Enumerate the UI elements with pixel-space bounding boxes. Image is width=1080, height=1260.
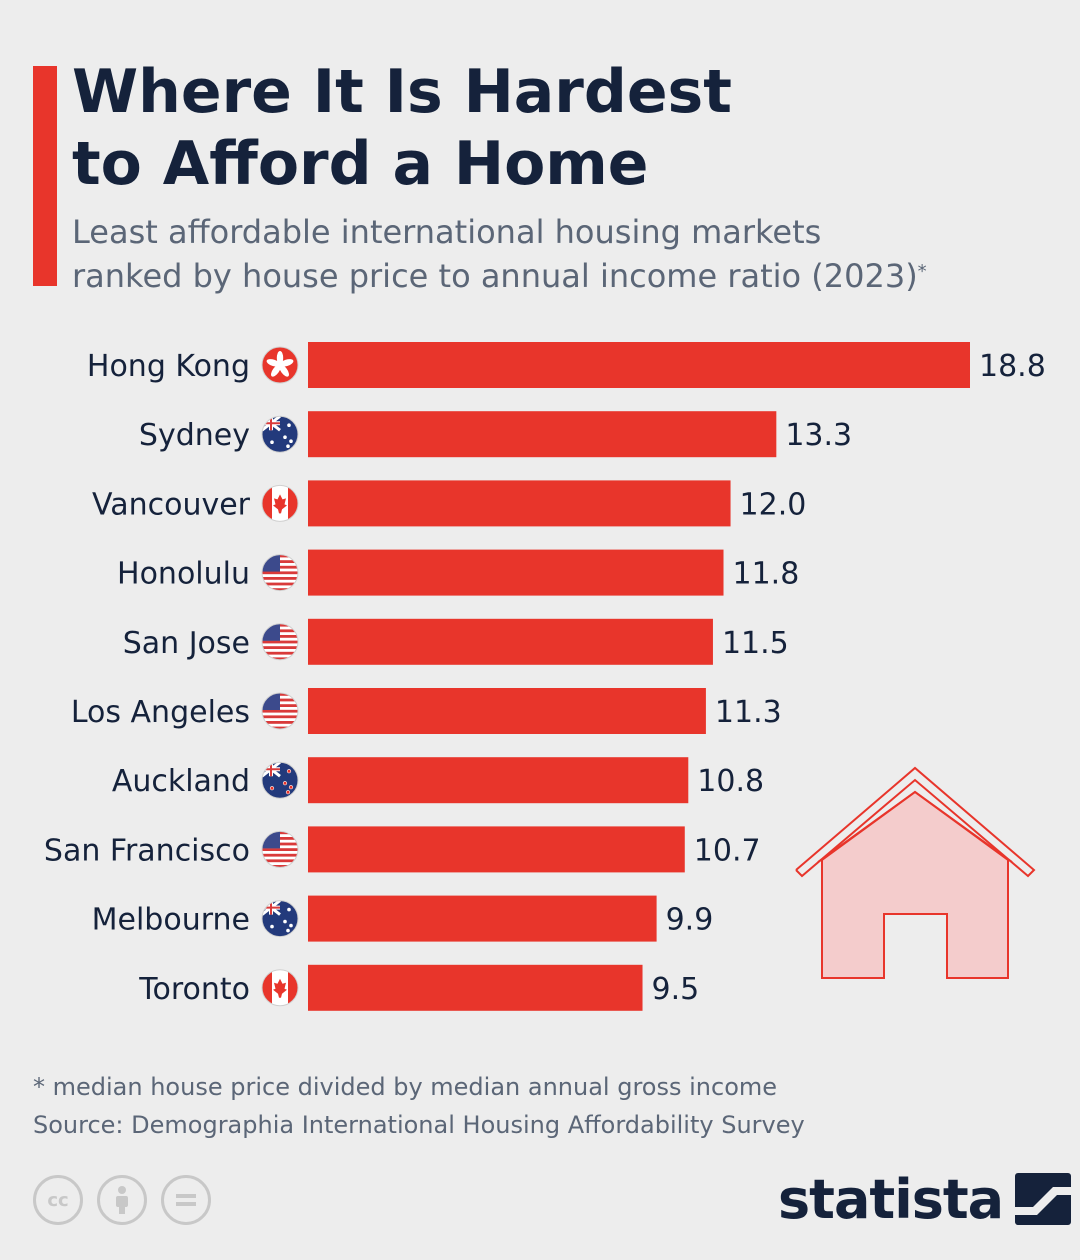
bar-honolulu: [308, 549, 724, 596]
chart-subtitle-line-2: ranked by house price to annual income r…: [72, 254, 1032, 298]
bar-los-angeles: [308, 688, 706, 734]
chart-title-line-1: Where It Is Hardest: [72, 57, 732, 127]
no-derivatives-icon[interactable]: [161, 1175, 211, 1225]
category-label: Los Angeles: [71, 695, 250, 730]
bar-san-francisco: [308, 826, 685, 873]
footnote-note: * median house price divided by median a…: [33, 1073, 778, 1101]
category-label: Melbourne: [92, 903, 250, 938]
category-label: Sydney: [139, 418, 250, 453]
chart-subtitle: Least affordable international housing m…: [72, 210, 1032, 298]
usa-flag-icon: [261, 554, 299, 592]
category-label: San Francisco: [44, 833, 250, 868]
canada-flag-icon: [261, 969, 299, 1007]
statista-logo-icon: [1015, 1173, 1072, 1225]
footnote-block: * median house price divided by median a…: [33, 1068, 805, 1144]
value-label: 12.0: [740, 487, 807, 522]
license-icons: cc: [33, 1175, 211, 1225]
value-label: 10.7: [694, 833, 761, 868]
bar-san-jose: [308, 618, 713, 665]
category-label: Hong Kong: [87, 349, 250, 384]
hong-kong-flag-icon: [261, 346, 299, 384]
value-label: 11.8: [733, 557, 800, 592]
category-label: Vancouver: [92, 487, 251, 522]
chart-subtitle-line-1: Least affordable international housing m…: [72, 213, 822, 251]
australia-flag-icon: [261, 415, 299, 453]
statista-logo[interactable]: statista: [778, 1167, 1072, 1231]
value-label: 9.9: [666, 903, 714, 938]
title-accent-bar: [33, 66, 57, 286]
chart-subtitle-line-2-text: ranked by house price to annual income r…: [72, 257, 918, 295]
bar-melbourne: [308, 895, 657, 942]
bar-toronto: [308, 964, 643, 1011]
category-label: Honolulu: [117, 557, 250, 592]
source-note: Source: Demographia International Housin…: [33, 1111, 805, 1139]
house-illustration: [795, 766, 1036, 979]
cc-icon[interactable]: cc: [33, 1175, 83, 1225]
statista-wordmark: statista: [778, 1167, 1004, 1231]
bars-group: Hong Kong 18.8 Sydney 13.3 Vancouver 12.0 Hono…: [44, 342, 1046, 1011]
chart-title-line-2: to Afford a Home: [72, 129, 649, 199]
bar-sydney: [308, 411, 777, 458]
value-label: 18.8: [979, 349, 1046, 384]
chart-title: Where It Is Hardest to Afford a Home: [72, 56, 932, 200]
usa-flag-icon: [261, 830, 299, 868]
bar-hong-kong: [308, 342, 970, 388]
value-label: 11.5: [722, 626, 789, 661]
category-label: San Jose: [123, 626, 250, 661]
new-zealand-flag-icon: [261, 761, 299, 799]
bar-vancouver: [308, 480, 731, 527]
bar-chart: Hong Kong 18.8 Sydney 13.3 Vancouver 12.0 Hono…: [44, 342, 1046, 1011]
category-label: Auckland: [112, 764, 250, 799]
usa-flag-icon: [261, 623, 299, 661]
value-label: 11.3: [715, 695, 782, 730]
bar-auckland: [308, 757, 689, 804]
australia-flag-icon: [261, 900, 299, 938]
attribution-icon[interactable]: [97, 1175, 147, 1225]
usa-flag-icon: [261, 692, 299, 730]
subtitle-footnote-marker: *: [917, 261, 927, 282]
value-label: 13.3: [785, 418, 852, 453]
value-label: 10.8: [697, 764, 764, 799]
value-label: 9.5: [652, 972, 700, 1007]
category-label: Toronto: [138, 972, 250, 1007]
canada-flag-icon: [261, 484, 299, 522]
